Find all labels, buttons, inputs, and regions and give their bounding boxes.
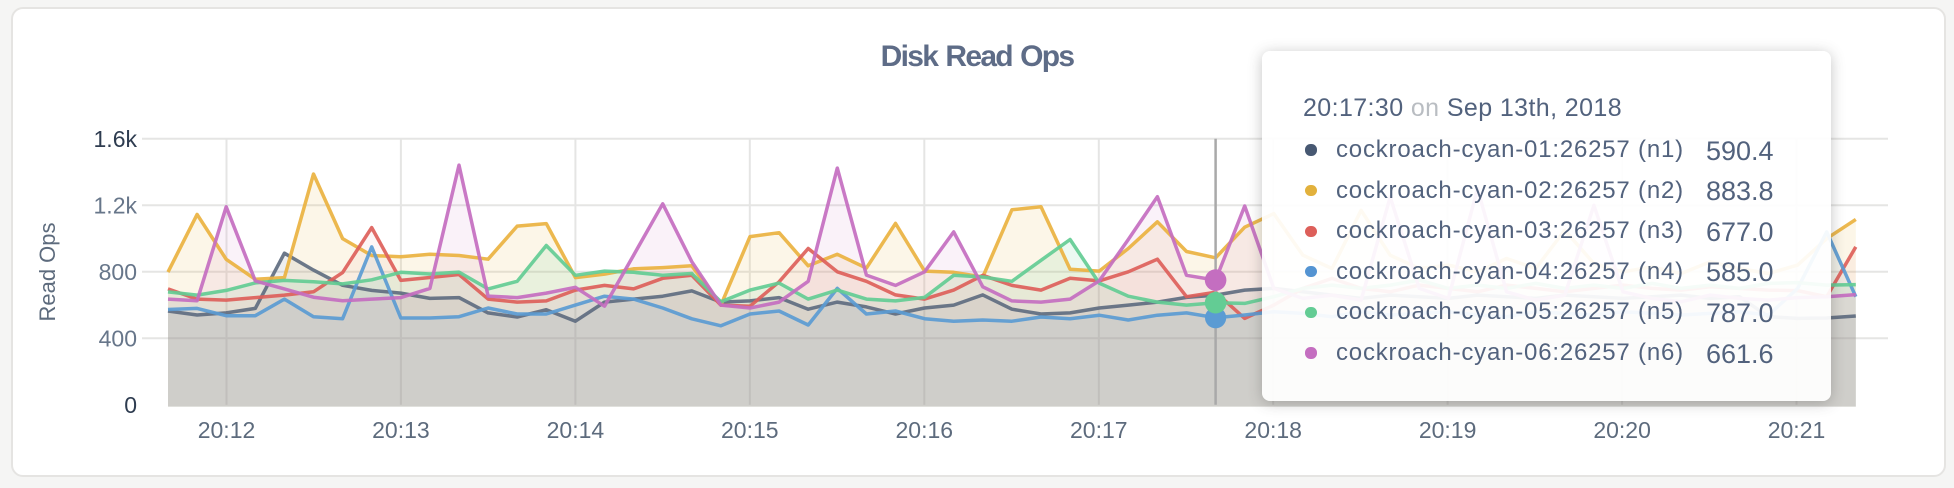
svg-text:400: 400 — [99, 326, 137, 352]
svg-text:20:12: 20:12 — [198, 417, 256, 443]
svg-text:20:18: 20:18 — [1244, 417, 1302, 443]
svg-text:1.2k: 1.2k — [94, 193, 138, 219]
svg-text:20:14: 20:14 — [547, 417, 605, 443]
svg-text:20:16: 20:16 — [896, 417, 954, 443]
svg-text:20:21: 20:21 — [1768, 417, 1826, 443]
svg-text:800: 800 — [99, 259, 137, 285]
svg-text:Read Ops: Read Ops — [35, 222, 60, 321]
svg-text:20:15: 20:15 — [721, 417, 779, 443]
svg-text:20:17: 20:17 — [1070, 417, 1128, 443]
svg-text:20:13: 20:13 — [372, 417, 430, 443]
svg-text:20:20: 20:20 — [1593, 417, 1651, 443]
svg-text:0: 0 — [124, 392, 137, 418]
svg-text:20:19: 20:19 — [1419, 417, 1477, 443]
svg-text:1.6k: 1.6k — [94, 126, 138, 152]
